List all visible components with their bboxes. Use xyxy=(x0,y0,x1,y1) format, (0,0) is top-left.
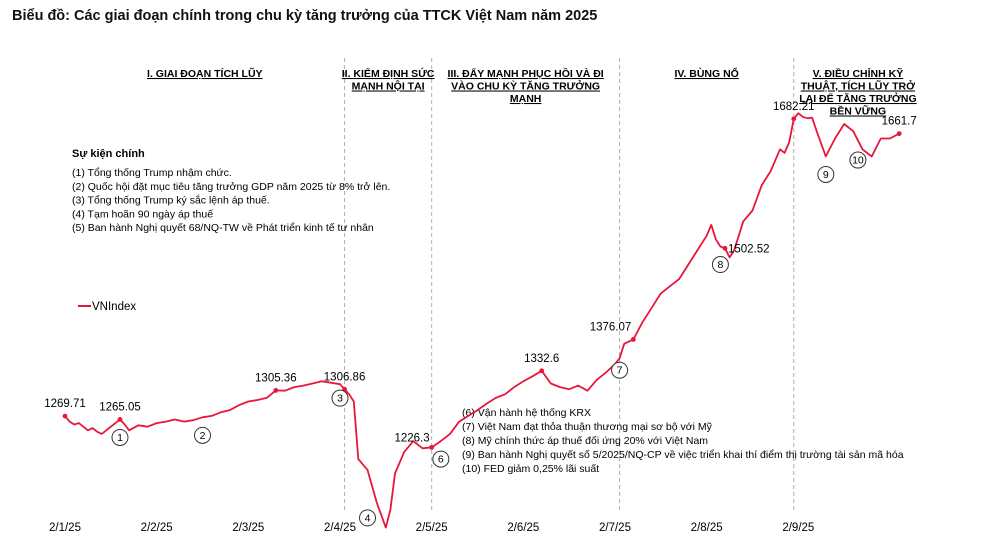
chart-title: Biểu đồ: Các giai đoạn chính trong chu k… xyxy=(12,8,598,24)
value-dot xyxy=(630,337,636,342)
event-item: (8) Mỹ chính thức áp thuế đối ứng 20% vớ… xyxy=(462,435,708,447)
event-item: (5) Ban hành Nghị quyết 68/NQ-TW về Phát… xyxy=(72,222,374,234)
event-marker-number: 1 xyxy=(117,432,123,444)
vnindex-series-line xyxy=(64,112,900,529)
data-label: 1305.36 xyxy=(255,372,297,384)
phase-title-5: V. ĐIỀU CHỈNH KỸ xyxy=(813,67,904,80)
data-label: 1306.86 xyxy=(324,371,366,383)
phase-title-5: LẠI ĐỂ TĂNG TRƯỞNG xyxy=(799,92,916,105)
phase-title-3: III. ĐẨY MẠNH PHỤC HỒI VÀ ĐI xyxy=(448,67,604,80)
event-marker-number: 8 xyxy=(717,259,723,271)
event-item: (2) Quốc hội đặt mục tiêu tăng trưởng GD… xyxy=(72,181,390,193)
phase-title-3: MẠNH xyxy=(510,93,542,105)
data-label: 1332.6 xyxy=(524,353,559,365)
event-item: (6) Vận hành hệ thống KRX xyxy=(462,407,591,419)
legend-label: VNIndex xyxy=(92,301,136,313)
event-marker-number: 6 xyxy=(438,454,444,466)
event-marker-circle xyxy=(359,509,376,527)
x-tick-label: 2/3/25 xyxy=(232,522,264,534)
x-tick-label: 2/9/25 xyxy=(782,522,814,534)
data-label: 1661.7 xyxy=(882,116,917,128)
event-marker-circle xyxy=(194,426,211,444)
event-marker-circle xyxy=(111,428,129,446)
x-tick-label: 2/6/25 xyxy=(507,522,539,534)
event-marker-number: 7 xyxy=(617,365,623,377)
value-dot xyxy=(539,368,545,374)
event-marker-circle xyxy=(711,256,729,274)
x-tick-label: 2/5/25 xyxy=(416,522,448,534)
event-item: (7) Việt Nam đạt thỏa thuận thương mại s… xyxy=(462,421,713,433)
value-dot xyxy=(896,131,902,137)
phase-title-3: VÀO CHU KỲ TĂNG TRƯỞNG xyxy=(451,80,600,93)
x-tick-label: 2/1/25 xyxy=(49,522,81,534)
phase-title-5: THUẬT, TÍCH LŨY TRỞ xyxy=(801,80,915,93)
event-marker-number: 3 xyxy=(337,393,343,405)
value-dot xyxy=(722,245,728,251)
data-label: 1269.71 xyxy=(44,398,86,410)
event-marker-circle xyxy=(817,165,835,183)
phase-title-2: II. KIỂM ĐỊNH SỨC xyxy=(342,67,435,80)
value-dot xyxy=(791,116,797,122)
data-label: 1265.05 xyxy=(99,401,141,413)
x-tick-label: 2/7/25 xyxy=(599,522,631,534)
phase-title-5: BỀN VỮNG xyxy=(830,105,887,118)
value-dot xyxy=(62,413,68,419)
phase-title-4: IV. BÙNG NỔ xyxy=(674,67,738,80)
phase-title-1: I. GIAI ĐOẠN TÍCH LŨY xyxy=(147,67,263,80)
event-marker-circle xyxy=(611,361,629,379)
phase-title-2: MẠNH NỘI TẠI xyxy=(352,80,425,93)
data-label: 1502.52 xyxy=(728,243,770,255)
value-dot xyxy=(117,417,123,422)
value-dot xyxy=(273,388,279,393)
event-marker-number: 9 xyxy=(823,169,829,181)
x-tick-label: 2/4/25 xyxy=(324,522,356,534)
event-item: (10) FED giảm 0,25% lãi suất xyxy=(462,463,599,475)
event-item: (3) Tổng thống Trump ký sắc lệnh áp thuế… xyxy=(72,194,270,207)
value-dot xyxy=(429,444,435,450)
event-marker-circle xyxy=(849,151,867,169)
event-marker-number: 10 xyxy=(852,155,864,167)
event-marker-circle xyxy=(331,389,349,407)
event-marker-number: 4 xyxy=(365,512,371,524)
x-tick-label: 2/2/25 xyxy=(141,522,173,534)
event-item: (9) Ban hành Nghị quyết số 5/2025/NQ-CP … xyxy=(462,449,904,461)
data-label: 1682.21 xyxy=(773,101,815,113)
x-tick-label: 2/8/25 xyxy=(691,522,723,534)
events-title: Sự kiện chính xyxy=(72,148,145,160)
data-label: 1376.07 xyxy=(590,321,632,333)
data-label: 1226.3 xyxy=(394,432,429,444)
event-item: (1) Tổng thống Trump nhậm chức. xyxy=(72,167,232,179)
event-item: (4) Tạm hoãn 90 ngày áp thuế xyxy=(72,208,213,220)
event-marker-circle xyxy=(432,450,450,468)
event-marker-number: 2 xyxy=(200,430,206,442)
